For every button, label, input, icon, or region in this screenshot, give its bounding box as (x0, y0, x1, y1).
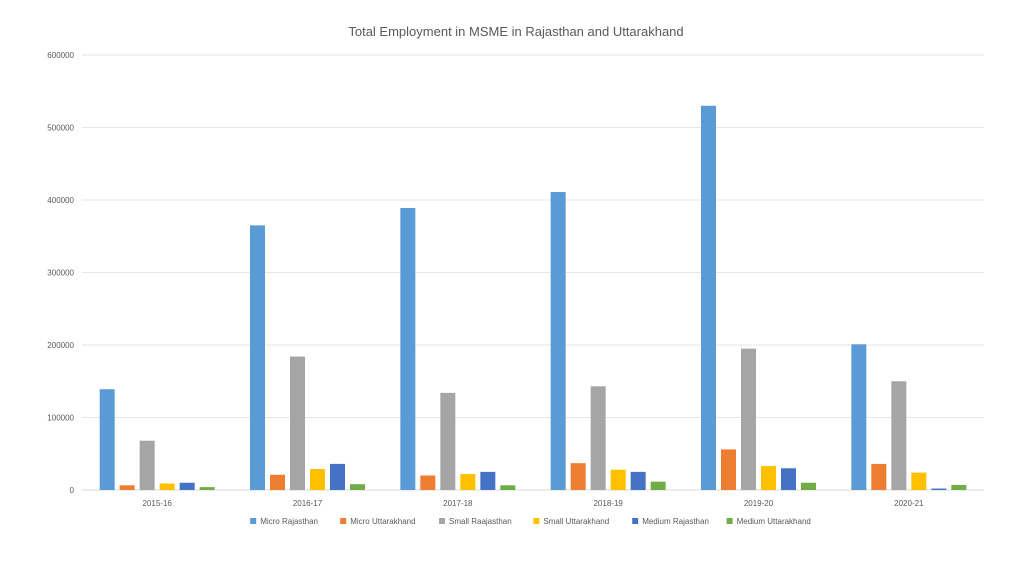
bar-micro-uttarakhand-2019-20 (721, 449, 736, 490)
bar-small-raajasthan-2017-18 (440, 392, 456, 490)
bar-micro-rajasthan-2018-19 (550, 192, 566, 490)
bar-medium-uttarakhand-2019-20 (801, 482, 816, 490)
category-label: 2016-17 (293, 499, 323, 508)
y-tick-label: 0 (70, 486, 75, 495)
bar-medium-rajasthan-2020-21 (931, 488, 947, 490)
bar-medium-rajasthan-2016-17 (330, 463, 345, 490)
bar-micro-rajasthan-2019-20 (701, 105, 716, 490)
y-tick-label: 200000 (47, 341, 74, 350)
y-tick-label: 300000 (47, 269, 74, 278)
y-tick-labels: 0 100000 200000 300000 400000 500000 600000 (47, 51, 74, 495)
y-tick-label: 100000 (47, 414, 74, 423)
category-label: 2020-21 (894, 499, 924, 508)
category-label: 2015-16 (142, 499, 172, 508)
bar-small-uttarakhand-2015-16 (159, 483, 175, 490)
bar-small-raajasthan-2019-20 (741, 348, 756, 490)
bar-medium-uttarakhand-2018-19 (650, 481, 666, 490)
bar-small-uttarakhand-2020-21 (911, 472, 927, 490)
bar-small-uttarakhand-2019-20 (761, 466, 776, 490)
category-labels: 2015-16 2016-17 2017-18 2018-19 2019-20 2020-… (142, 499, 924, 508)
bar-micro-uttarakhand-2016-17 (270, 474, 285, 490)
legend-label: Micro Uttarakhand (350, 517, 415, 526)
chart-title: Total Employment in MSME in Rajasthan an… (348, 24, 684, 39)
bar-medium-uttarakhand-2017-18 (500, 485, 516, 490)
legend-swatch (726, 518, 733, 524)
category-label: 2018-19 (593, 499, 623, 508)
legend-label: Medium Rajasthan (642, 517, 709, 526)
bar-micro-uttarakhand-2020-21 (871, 463, 887, 490)
bar-small-uttarakhand-2017-18 (460, 474, 476, 490)
legend-label: Small Raajasthan (449, 517, 512, 526)
bar-medium-rajasthan-2019-20 (781, 468, 796, 490)
bar-medium-rajasthan-2015-16 (179, 482, 195, 490)
bar-medium-uttarakhand-2020-21 (951, 484, 967, 490)
y-tick-label: 400000 (47, 196, 74, 205)
bars (99, 105, 967, 490)
bar-small-raajasthan-2020-21 (891, 381, 907, 490)
bar-small-uttarakhand-2018-19 (610, 469, 626, 490)
bar-small-raajasthan-2018-19 (590, 386, 606, 490)
legend-swatch (533, 518, 540, 524)
category-label: 2017-18 (443, 499, 473, 508)
legend-swatch (439, 518, 445, 524)
bar-medium-rajasthan-2018-19 (630, 471, 646, 490)
bar-micro-rajasthan-2020-21 (851, 344, 867, 490)
bar-medium-rajasthan-2017-18 (480, 471, 496, 490)
bar-micro-rajasthan-2016-17 (250, 225, 265, 490)
legend-swatch (250, 518, 257, 524)
bar-micro-rajasthan-2017-18 (400, 207, 416, 490)
bar-small-uttarakhand-2016-17 (310, 468, 325, 490)
bar-small-raajasthan-2016-17 (290, 356, 305, 490)
bar-micro-rajasthan-2015-16 (99, 389, 115, 490)
bar-micro-uttarakhand-2017-18 (420, 475, 436, 490)
bar-medium-uttarakhand-2015-16 (199, 487, 215, 490)
bar-micro-uttarakhand-2018-19 (570, 463, 586, 490)
gridlines (82, 54, 984, 491)
legend: Micro Rajasthan Micro Uttarakhand Small Ra… (250, 517, 811, 526)
legend-label: Small Uttarakhand (543, 517, 609, 526)
y-tick-label: 600000 (47, 51, 74, 60)
legend-swatch (632, 518, 639, 524)
bar-small-raajasthan-2015-16 (139, 440, 155, 490)
bar-micro-uttarakhand-2015-16 (119, 485, 135, 490)
bar-medium-uttarakhand-2016-17 (350, 484, 365, 490)
category-label: 2019-20 (744, 499, 774, 508)
legend-label: Medium Uttarakhand (737, 517, 811, 526)
legend-label: Micro Rajasthan (260, 517, 318, 526)
legend-swatch (340, 518, 347, 524)
y-tick-label: 500000 (47, 124, 74, 133)
